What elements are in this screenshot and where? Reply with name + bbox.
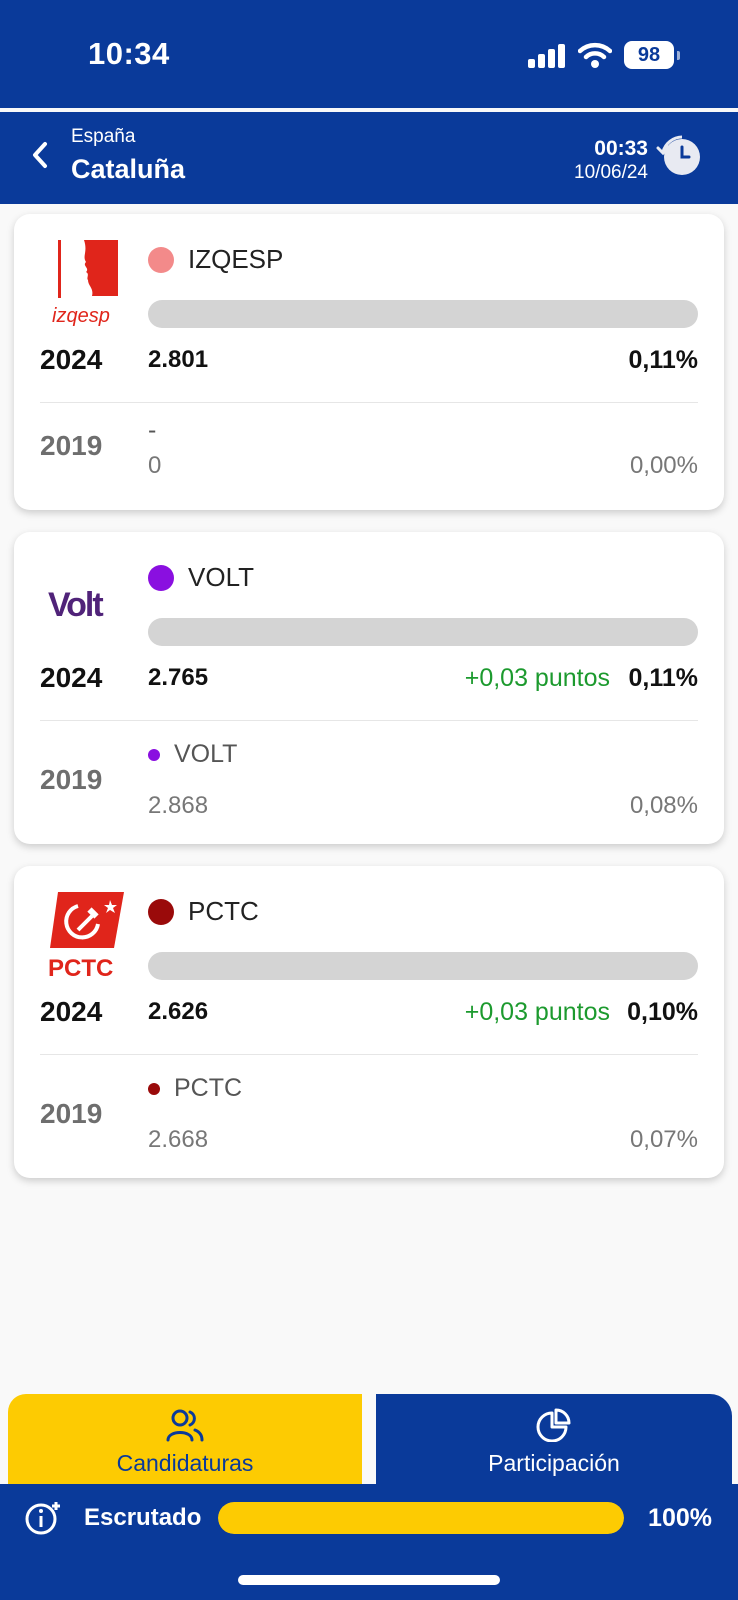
percent-current: 0,10% xyxy=(627,998,698,1026)
page-title: Cataluña xyxy=(71,154,186,184)
previous-party-name: - xyxy=(148,416,157,444)
scrutiny-percent: 100% xyxy=(648,1504,712,1532)
previous-party: PCTC xyxy=(148,1074,242,1103)
percent-current: 0,11% xyxy=(628,346,698,374)
party-name: PCTC xyxy=(188,896,259,926)
year-current: 2024 xyxy=(40,996,103,1027)
party-name: VOLT xyxy=(188,562,254,592)
pie-chart-icon xyxy=(536,1408,571,1442)
tab-label: Participación xyxy=(488,1450,620,1476)
percent-previous: 0,08% xyxy=(629,792,698,819)
change-points: +0,03 puntos xyxy=(464,998,610,1026)
party-color-dot xyxy=(148,564,174,591)
previous-party-name: PCTC xyxy=(174,1074,243,1102)
year-previous: 2019 xyxy=(40,1098,103,1129)
clock: 10:34 xyxy=(88,36,170,71)
previous-color-dot xyxy=(148,748,160,761)
party-name: IZQESP xyxy=(188,244,284,274)
votes-current: 2.626 xyxy=(148,998,209,1025)
party-card-volt[interactable]: Volt VOLT 2024 2.765 +0,03 puntos 0,11% … xyxy=(14,532,724,844)
update-date: 10/06/24 xyxy=(574,162,648,183)
party-header: PCTC xyxy=(148,896,259,927)
tab-label: Candidaturas xyxy=(116,1450,254,1476)
party-header: VOLT xyxy=(148,562,254,593)
scrutiny-label: Escrutado xyxy=(84,1504,202,1531)
year-current: 2024 xyxy=(40,662,103,693)
scrutiny-panel: Escrutado 100% xyxy=(0,1484,738,1600)
header: España Cataluña 00:33 10/06/24 xyxy=(0,112,738,204)
previous-color-dot xyxy=(148,1082,160,1095)
update-time: 00:33 xyxy=(594,137,648,160)
votes-current: 2.765 xyxy=(148,664,209,691)
year-current: 2024 xyxy=(40,344,103,375)
percent-previous: 0,07% xyxy=(629,1126,698,1153)
votes-previous: 2.668 xyxy=(148,1126,209,1153)
party-card-pctc[interactable]: PCTC PCTC 2024 2.626 +0,03 puntos 0,10% … xyxy=(14,866,724,1178)
scrutiny-progress-bar xyxy=(218,1502,624,1534)
percent-previous: 0,00% xyxy=(629,452,698,479)
scrutiny-progress-fill xyxy=(218,1502,624,1534)
history-clock-icon[interactable] xyxy=(656,134,704,180)
percent-current: 0,11% xyxy=(628,664,698,692)
year-previous: 2019 xyxy=(40,764,103,795)
votes-previous: 0 xyxy=(148,452,162,479)
volt-logo: Volt xyxy=(48,586,105,624)
wifi-icon xyxy=(578,42,612,68)
battery-icon: 98 xyxy=(624,41,680,69)
previous-party-name: VOLT xyxy=(174,740,238,768)
party-card-izqesp[interactable]: izqesp IZQESP 2024 2.801 0,11% - 2019 0 … xyxy=(14,214,724,510)
divider xyxy=(40,402,698,403)
logo-text: izqesp xyxy=(52,305,110,327)
party-color-dot xyxy=(148,898,174,925)
previous-party: VOLT xyxy=(148,740,237,769)
party-header: IZQESP xyxy=(148,244,283,275)
logo-text: PCTC xyxy=(48,955,113,980)
info-icon[interactable] xyxy=(24,1500,64,1536)
home-indicator[interactable] xyxy=(238,1575,500,1585)
vote-share-bar xyxy=(148,618,698,646)
izqesp-logo: izqesp xyxy=(52,240,118,327)
tab-candidaturas[interactable]: Candidaturas xyxy=(8,1394,362,1494)
change-points: +0,03 puntos xyxy=(464,664,610,692)
divider xyxy=(40,1054,698,1055)
votes-previous: 2.868 xyxy=(148,792,209,819)
year-previous: 2019 xyxy=(40,430,103,461)
pctc-logo: PCTC xyxy=(48,892,124,980)
logo-text: Volt xyxy=(48,586,103,624)
divider xyxy=(40,720,698,721)
breadcrumb[interactable]: España xyxy=(71,126,136,147)
vote-share-bar xyxy=(148,300,698,328)
status-bar: 10:34 98 xyxy=(0,0,738,108)
vote-share-bar xyxy=(148,952,698,980)
tab-participacion[interactable]: Participación xyxy=(376,1394,732,1494)
party-color-dot xyxy=(148,246,174,273)
back-arrow-icon[interactable] xyxy=(26,138,54,172)
votes-current: 2.801 xyxy=(148,346,209,373)
people-icon xyxy=(166,1409,204,1442)
cellular-signal-icon xyxy=(528,42,566,68)
